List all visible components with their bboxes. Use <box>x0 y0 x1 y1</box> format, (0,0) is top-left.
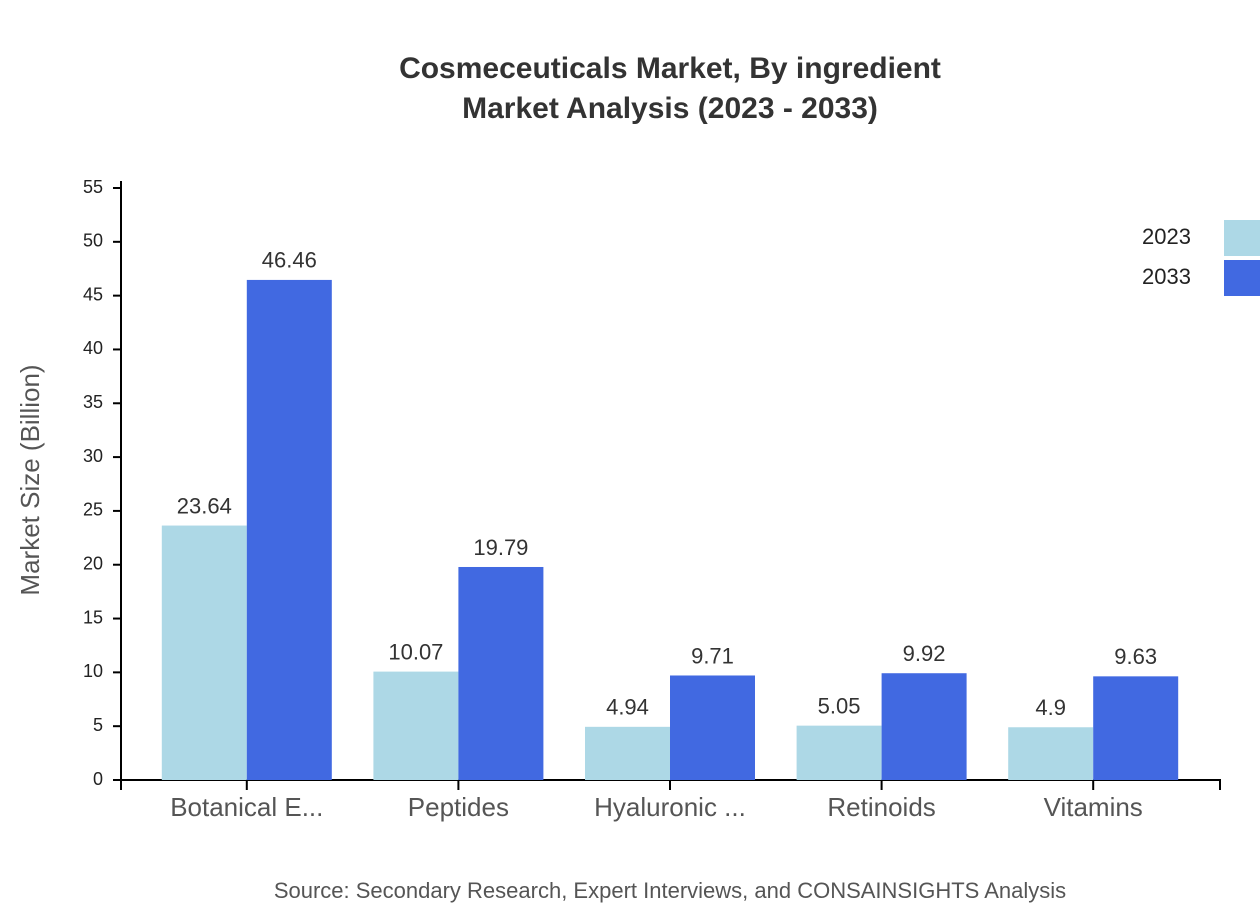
y-tick-label: 10 <box>83 661 103 681</box>
x-tick-label: Peptides <box>408 792 509 822</box>
bar <box>246 279 332 780</box>
chart-subtitle: Market Analysis (2023 - 2033) <box>462 92 878 125</box>
value-label: 19.79 <box>473 535 528 560</box>
value-label: 9.92 <box>903 641 946 666</box>
y-tick-label: 15 <box>83 607 103 627</box>
legend-swatch <box>1224 220 1260 256</box>
value-label: 23.64 <box>177 493 232 518</box>
bar <box>373 671 459 780</box>
y-tick-label: 55 <box>83 177 103 197</box>
y-tick-label: 0 <box>93 769 103 789</box>
bar <box>881 673 967 780</box>
x-tick-label: Botanical E... <box>170 792 323 822</box>
x-tick-label: Hyaluronic ... <box>594 792 746 822</box>
y-tick-label: 20 <box>83 553 103 573</box>
bar <box>585 726 670 780</box>
x-tick-label: Retinoids <box>827 792 935 822</box>
y-tick-label: 40 <box>83 338 103 358</box>
y-tick-label: 35 <box>83 392 103 412</box>
value-label: 4.94 <box>606 695 649 720</box>
value-label: 10.07 <box>388 639 443 664</box>
value-label: 46.46 <box>262 248 317 273</box>
y-tick-label: 5 <box>93 715 103 735</box>
value-label: 4.9 <box>1035 695 1066 720</box>
legend-label: 2033 <box>1142 264 1191 289</box>
chart-title: Cosmeceuticals Market, By ingredient <box>399 52 941 85</box>
y-tick-label: 50 <box>83 231 103 251</box>
value-label: 5.05 <box>818 693 861 718</box>
y-axis-title: Market Size (Billion) <box>15 364 45 595</box>
x-tick-label: Vitamins <box>1044 792 1143 822</box>
y-tick-label: 30 <box>83 446 103 466</box>
bar <box>796 725 882 780</box>
y-tick-label: 45 <box>83 284 103 304</box>
bar <box>161 525 247 780</box>
bar <box>670 675 755 780</box>
value-label: 9.71 <box>691 643 734 668</box>
bar <box>1093 676 1179 780</box>
bar <box>1008 727 1094 780</box>
source-note: Source: Secondary Research, Expert Inter… <box>274 878 1066 903</box>
value-label: 9.63 <box>1114 644 1157 669</box>
legend-swatch <box>1224 260 1260 296</box>
y-tick-label: 25 <box>83 500 103 520</box>
legend-label: 2023 <box>1142 224 1191 249</box>
bar <box>458 566 544 780</box>
